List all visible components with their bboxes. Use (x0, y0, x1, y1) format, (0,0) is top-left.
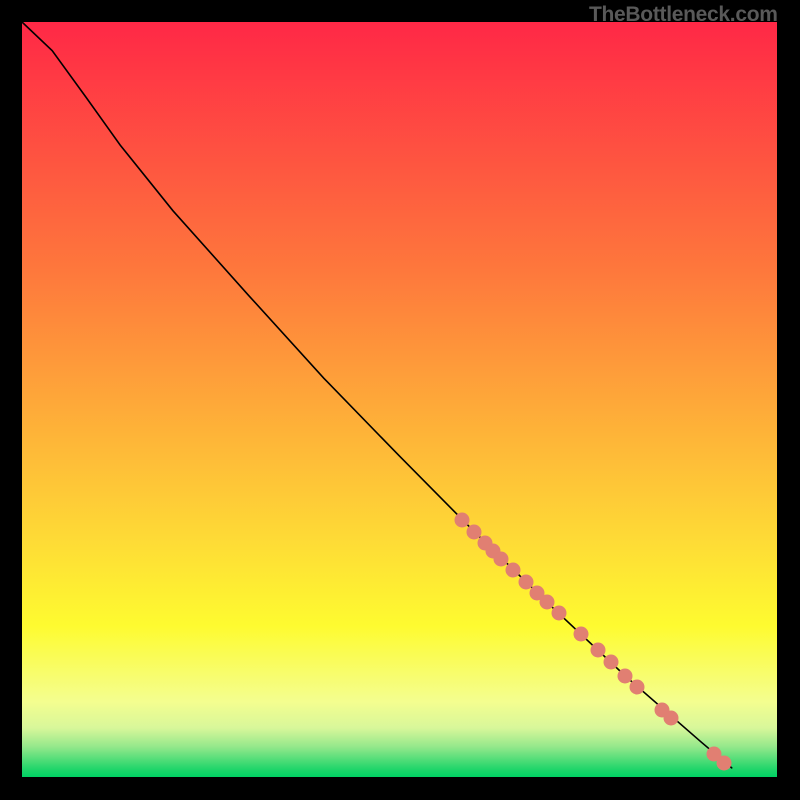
data-marker (505, 563, 520, 578)
plot-area (22, 22, 777, 777)
data-marker (591, 643, 606, 658)
watermark-text: TheBottleneck.com (589, 3, 778, 27)
data-marker (603, 655, 618, 670)
data-marker (630, 680, 645, 695)
chart-container: TheBottleneck.com (0, 0, 800, 800)
data-marker (664, 711, 679, 726)
data-marker (551, 606, 566, 621)
data-marker (455, 513, 470, 528)
data-marker (618, 668, 633, 683)
data-marker (573, 626, 588, 641)
data-marker (717, 755, 732, 770)
data-marker (539, 594, 554, 609)
